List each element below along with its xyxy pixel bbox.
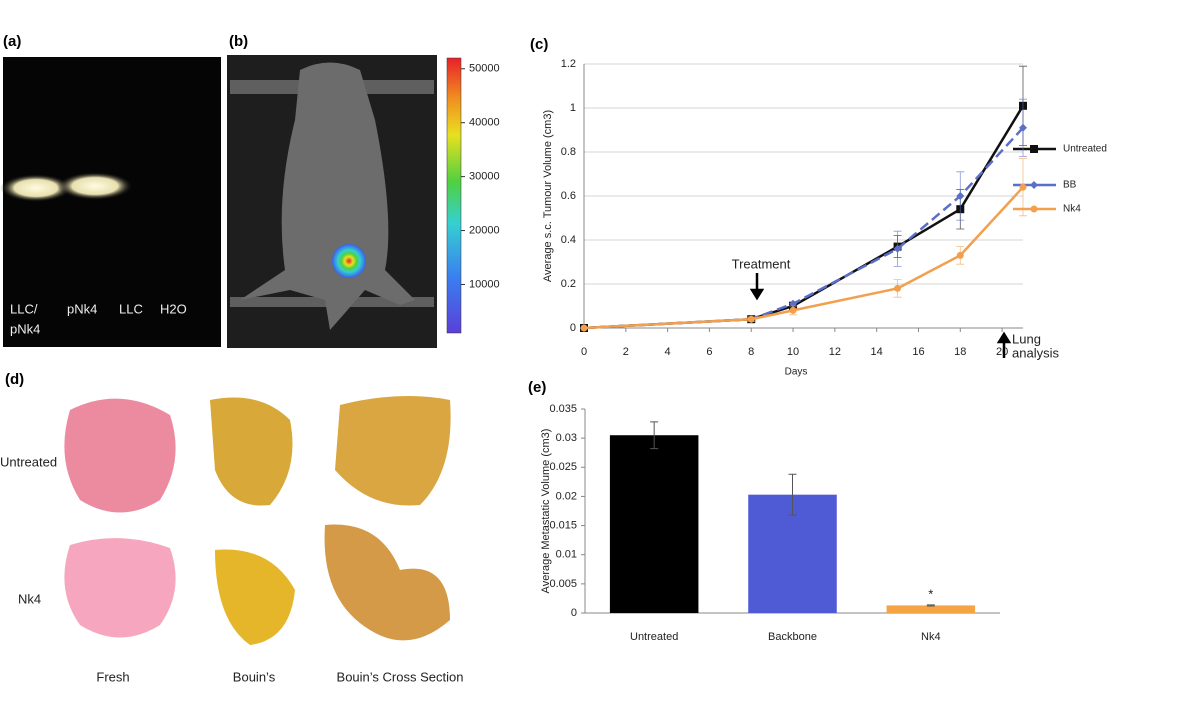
- column-label: Bouin’s: [233, 669, 276, 684]
- y-tick-label: 1.2: [561, 58, 576, 70]
- lane-label: pNk4: [67, 301, 97, 316]
- lane-label: pNk4: [10, 321, 40, 336]
- x-tick-label: 20: [996, 346, 1008, 358]
- y-tick-label: 0.025: [549, 461, 577, 473]
- column-label: Bouin’s Cross Section: [337, 669, 464, 684]
- y-tick-label: 0.4: [561, 234, 576, 246]
- bar: [886, 605, 976, 613]
- panel-label: (c): [530, 36, 548, 53]
- x-tick-label: 6: [706, 346, 712, 358]
- lung-photo: [64, 538, 176, 638]
- lung-photo: [215, 549, 295, 645]
- data-point: [747, 315, 755, 323]
- row-label: Nk4: [18, 591, 41, 606]
- data-point: [1019, 123, 1027, 132]
- x-tick-label: Nk4: [921, 631, 941, 643]
- data-point: [956, 251, 964, 259]
- x-tick-label: 4: [665, 346, 671, 358]
- series-line: [583, 126, 1024, 330]
- annotation-arrow: [996, 331, 1012, 358]
- error-bar: [926, 604, 935, 607]
- y-tick-label: 0: [570, 322, 576, 334]
- lung-photo: [324, 524, 450, 641]
- data-point: [894, 284, 902, 292]
- legend-label: BB: [1063, 180, 1077, 191]
- lane-label: LLC: [119, 301, 143, 316]
- y-tick-label: 0.2: [561, 278, 576, 290]
- panel-label: (b): [229, 33, 248, 50]
- series-line: [583, 105, 1025, 330]
- series-line: [583, 186, 1024, 330]
- data-point: [1019, 183, 1027, 191]
- lane-label: LLC/: [10, 301, 38, 316]
- colorbar-tick-label: 30000: [469, 171, 500, 183]
- x-tick-label: Backbone: [768, 631, 817, 643]
- x-tick-label: 14: [871, 346, 883, 358]
- y-tick-label: 0.035: [549, 403, 577, 415]
- y-tick-label: 0.03: [556, 432, 577, 444]
- y-tick-label: 0: [571, 607, 577, 619]
- x-tick-label: 0: [581, 346, 587, 358]
- y-tick-label: 0.6: [561, 190, 576, 202]
- panel-label: (a): [3, 33, 21, 50]
- y-tick-label: 0.01: [556, 549, 577, 561]
- x-tick-label: 18: [954, 346, 966, 358]
- column-label: Fresh: [96, 669, 129, 684]
- annotation: Treatment: [732, 256, 791, 271]
- y-axis-label: Average Metastatic Volume (cm3): [540, 429, 552, 594]
- y-tick-label: 0.02: [556, 490, 577, 502]
- x-tick-label: 8: [748, 346, 754, 358]
- colorbar: [446, 57, 462, 334]
- x-tick-label: 2: [623, 346, 629, 358]
- annotation-arrow: [749, 273, 765, 301]
- legend-label: Nk4: [1063, 204, 1081, 215]
- error-bar: [650, 421, 659, 450]
- y-tick-label: 0.015: [549, 519, 577, 531]
- data-point: [789, 306, 797, 314]
- y-tick-label: 1: [570, 102, 576, 114]
- y-axis-label: Average s.c. Tumour Volume (cm3): [542, 110, 554, 282]
- gel-band: [0, 174, 72, 202]
- data-point: [893, 244, 902, 253]
- data-point: [580, 324, 588, 332]
- error-bar: [788, 473, 797, 516]
- panel-label: (d): [5, 371, 24, 388]
- legend-marker: [1030, 205, 1038, 213]
- annotation: *: [928, 586, 933, 601]
- lung-photo: [64, 398, 176, 513]
- annotation: Lung: [1012, 331, 1041, 346]
- legend-label: Untreated: [1063, 144, 1107, 155]
- gel-band: [57, 172, 133, 200]
- lung-photo: [335, 396, 451, 506]
- legend-marker: [1030, 181, 1038, 189]
- legend-marker: [1030, 145, 1038, 153]
- bar: [609, 435, 699, 613]
- x-axis-label: Days: [785, 367, 808, 378]
- y-tick-label: 0.005: [549, 578, 577, 590]
- gel-image: [3, 57, 221, 347]
- colorbar-tick-label: 10000: [469, 278, 500, 290]
- x-tick-label: 10: [787, 346, 799, 358]
- x-tick-label: Untreated: [630, 631, 678, 643]
- lung-photo: [210, 397, 293, 506]
- data-point: [956, 192, 965, 200]
- y-tick-label: 0.8: [561, 146, 576, 158]
- annotation: analysis: [1012, 345, 1059, 360]
- signal-spot: [332, 244, 366, 278]
- colorbar-tick-label: 20000: [469, 224, 500, 236]
- x-tick-label: 12: [829, 346, 841, 358]
- lane-label: H2O: [160, 301, 187, 316]
- panel-label: (e): [528, 379, 546, 396]
- x-tick-label: 16: [912, 346, 924, 358]
- colorbar-tick-label: 50000: [469, 63, 500, 75]
- colorbar-tick-label: 40000: [469, 117, 500, 129]
- row-label: Untreated: [0, 454, 57, 469]
- mouse: [240, 62, 415, 330]
